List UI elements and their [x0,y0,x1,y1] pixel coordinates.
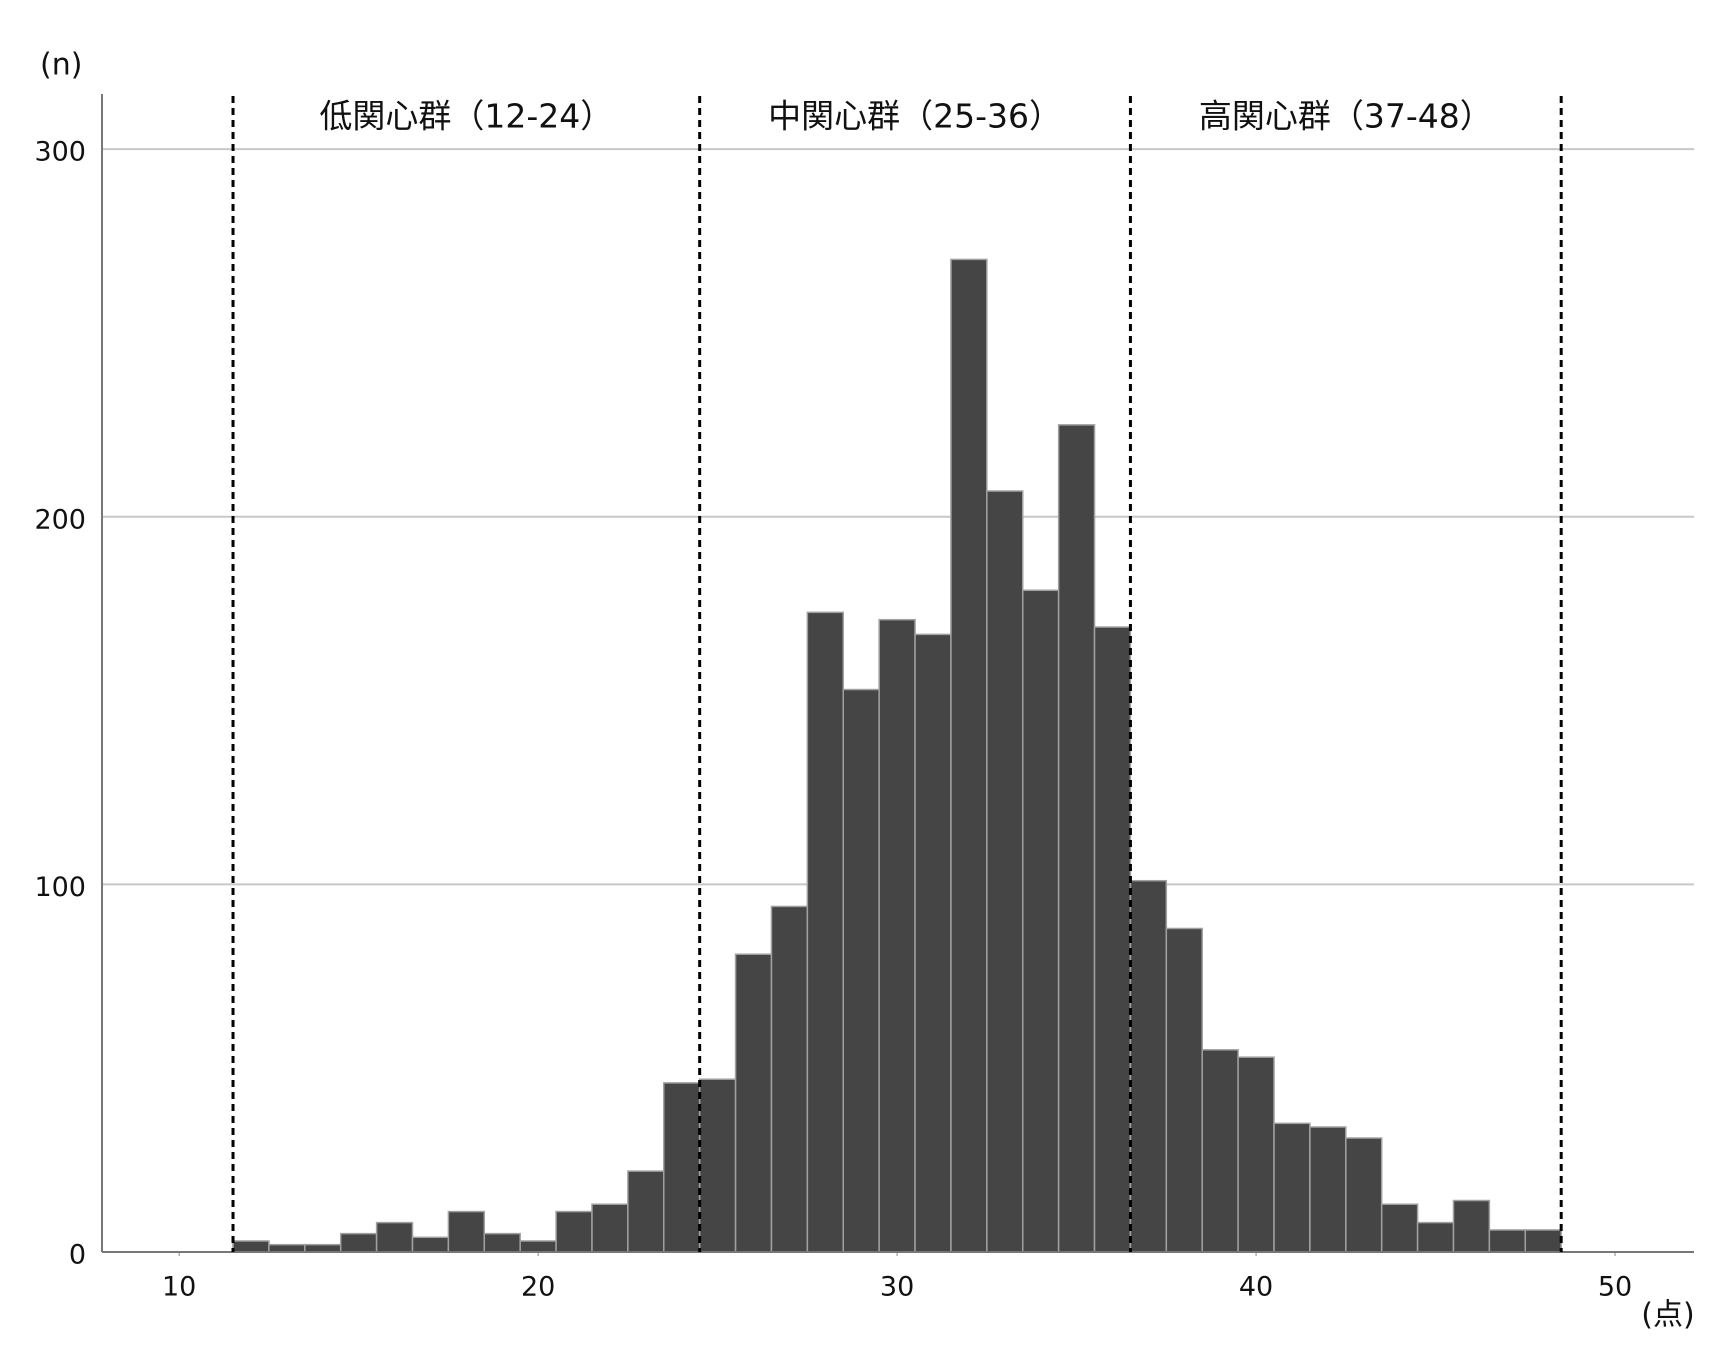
bar [375,1221,414,1253]
bar [627,1170,665,1253]
y-tick-label: 100 [34,872,86,903]
x-tick-label: 40 [1239,1272,1273,1303]
x-tick-label: 10 [162,1272,196,1303]
bar [734,953,773,1253]
bar [1452,1199,1491,1253]
y-axis-label: (n) [40,48,82,83]
bar [519,1240,557,1253]
bar [555,1210,593,1253]
bar [1309,1126,1347,1253]
y-tick-label: 300 [34,137,86,168]
x-tick-label: 20 [521,1272,555,1303]
y-tick-label: 200 [34,504,86,535]
bar [483,1232,521,1253]
bar [663,1082,701,1253]
bar [339,1232,378,1253]
bar [411,1236,450,1253]
bar [770,905,809,1253]
bar [1129,879,1168,1253]
group-label: 高関心群（37-48） [1199,97,1493,136]
bar [1201,1049,1239,1253]
x-tick-label: 30 [880,1272,914,1303]
bar [1021,589,1060,1253]
x-axis-label: (点) [1641,1298,1694,1333]
bar [878,618,916,1253]
bar [1165,927,1203,1253]
bar [1093,626,1132,1253]
group-label: 中関心群（25-36） [768,97,1062,136]
bar [1380,1203,1419,1253]
bar [1345,1137,1383,1253]
bar [806,611,845,1253]
bar [1273,1122,1311,1253]
bar [1524,1229,1562,1253]
bar [232,1240,270,1253]
bar [447,1210,486,1253]
bar [1237,1056,1275,1253]
y-tick-label: 0 [69,1240,86,1271]
bar [591,1203,629,1253]
bar [304,1243,342,1253]
bar [698,1078,737,1253]
bar [1416,1221,1455,1253]
bar [1488,1229,1527,1253]
bar [914,633,952,1253]
bar [986,490,1024,1253]
x-tick-label: 50 [1598,1272,1632,1303]
group-label: 低関心群（12-24） [319,97,613,136]
bar [950,258,988,1253]
bar [1057,424,1096,1253]
bar [268,1243,306,1253]
bar [842,688,880,1253]
